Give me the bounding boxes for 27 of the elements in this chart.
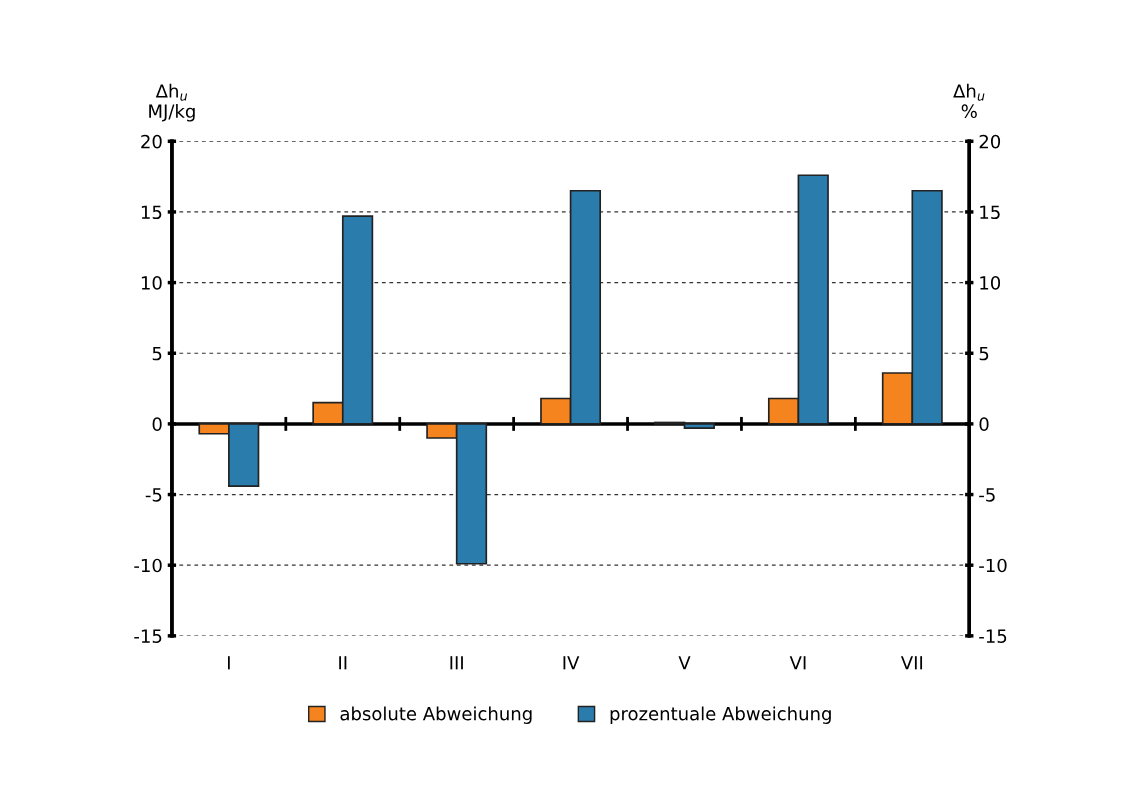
y2-tick-label: -5 xyxy=(979,488,995,502)
y2-axis-title: Δh$_{u}$ % xyxy=(953,83,985,119)
y-tick-label: 0 xyxy=(152,417,162,432)
y-tick-label: 5 xyxy=(152,346,162,361)
y-axis-title: Δh$_{u}$ MJ/kg xyxy=(149,83,195,122)
y-tick-label: -10 xyxy=(134,558,162,573)
y2-tick-label: 0 xyxy=(979,417,989,432)
y2-tick-label: 5 xyxy=(979,346,989,361)
x-tick-label: V xyxy=(678,656,691,670)
y-tick-label: -15 xyxy=(134,629,162,643)
y2-tick-label: 10 xyxy=(980,276,1001,290)
y-tick-label: 15 xyxy=(141,205,162,220)
y2-tick-label: 15 xyxy=(980,205,1000,220)
y2-tick-label: -10 xyxy=(979,558,1007,573)
y-tick-label: 10 xyxy=(141,276,162,290)
x-tick-label: I xyxy=(227,656,230,670)
y-tick-label: 20 xyxy=(141,134,162,149)
x-tick-label: VI xyxy=(789,656,806,670)
x-tick-label: III xyxy=(450,656,463,670)
legend-label: prozentuale Abweichung xyxy=(610,706,831,724)
legend-label: absolute Abweichung xyxy=(340,706,532,724)
y-tick-label: -5 xyxy=(145,488,162,502)
x-tick-label: II xyxy=(339,656,347,670)
x-tick-label: IV xyxy=(563,656,580,670)
y2-tick-label: 20 xyxy=(979,134,1001,149)
y2-tick-label: -15 xyxy=(979,629,1007,643)
x-tick-label: VII xyxy=(900,656,923,670)
